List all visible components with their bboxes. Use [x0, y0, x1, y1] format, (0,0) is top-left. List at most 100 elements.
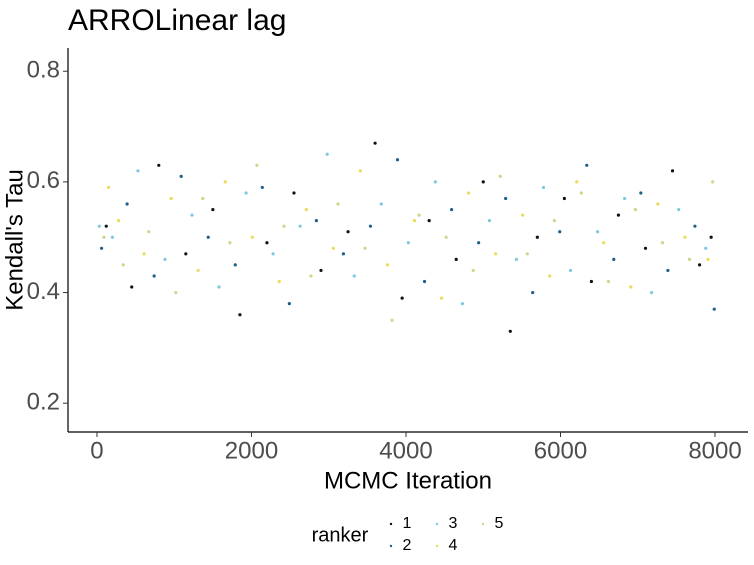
- point: [206, 235, 210, 239]
- point: [395, 158, 400, 162]
- point: [466, 191, 471, 195]
- point: [454, 257, 458, 261]
- point: [531, 290, 535, 295]
- point: [623, 196, 627, 201]
- point: [102, 235, 106, 239]
- legend-marker: [389, 544, 393, 548]
- point: [309, 274, 313, 278]
- point: [471, 268, 475, 273]
- point: [633, 207, 638, 212]
- y-tick-label: 0.8: [27, 57, 60, 84]
- point: [400, 296, 404, 300]
- point: [481, 180, 485, 184]
- point: [125, 202, 129, 206]
- point: [439, 296, 444, 300]
- point: [704, 246, 708, 250]
- point: [706, 257, 710, 261]
- x-tick-label: 4000: [379, 437, 432, 464]
- point: [97, 224, 101, 228]
- point: [612, 257, 616, 261]
- point: [184, 252, 188, 256]
- point: [521, 213, 525, 217]
- legend-title: ranker: [312, 524, 369, 546]
- point: [346, 230, 350, 234]
- point: [373, 141, 377, 145]
- legend-label: 2: [403, 537, 412, 554]
- point: [255, 163, 259, 167]
- point: [562, 196, 566, 201]
- point: [670, 169, 675, 173]
- point: [449, 207, 454, 212]
- point: [228, 241, 232, 245]
- point: [169, 196, 173, 201]
- point: [238, 313, 242, 317]
- point: [368, 224, 373, 228]
- point: [110, 235, 115, 239]
- point: [585, 163, 589, 167]
- point: [422, 279, 427, 284]
- legend-marker: [435, 544, 439, 548]
- point: [363, 246, 367, 250]
- legend-label: 5: [495, 515, 504, 532]
- point: [304, 207, 308, 212]
- point: [117, 219, 121, 223]
- point: [693, 224, 697, 228]
- point: [100, 246, 104, 250]
- point: [157, 163, 161, 167]
- y-tick-label: 0.4: [27, 278, 60, 305]
- point: [711, 180, 715, 184]
- point: [233, 263, 237, 267]
- point: [142, 252, 146, 256]
- point: [412, 219, 417, 223]
- point: [106, 185, 111, 190]
- point: [244, 191, 248, 195]
- point: [336, 202, 340, 206]
- point: [319, 268, 323, 273]
- point: [548, 274, 552, 278]
- point: [558, 230, 562, 234]
- point: [568, 268, 573, 273]
- point: [250, 235, 254, 239]
- point: [390, 318, 394, 322]
- y-tick-label: 0.2: [27, 389, 60, 416]
- point: [223, 180, 227, 184]
- point: [379, 202, 383, 206]
- point: [358, 169, 363, 173]
- x-tick-label: 2000: [225, 437, 278, 464]
- point: [352, 274, 356, 278]
- point: [616, 213, 621, 217]
- legend-label: 1: [403, 515, 412, 532]
- point: [639, 191, 643, 195]
- point: [525, 252, 529, 256]
- point: [712, 307, 716, 311]
- point: [579, 191, 583, 195]
- point: [265, 241, 269, 245]
- point: [341, 252, 346, 256]
- point: [417, 213, 421, 217]
- legend-marker: [481, 522, 485, 526]
- point: [589, 279, 594, 284]
- point: [514, 257, 519, 261]
- legend-marker: [435, 522, 439, 526]
- x-axis-title: MCMC Iteration: [324, 467, 492, 494]
- point: [147, 230, 151, 234]
- point: [136, 169, 140, 173]
- point: [331, 246, 335, 250]
- point: [385, 263, 390, 267]
- point: [687, 257, 692, 261]
- chart-title: ARROLinear lag: [68, 4, 286, 37]
- point: [130, 285, 134, 289]
- point: [508, 329, 512, 333]
- point: [292, 191, 296, 195]
- point: [217, 285, 221, 289]
- point: [190, 213, 194, 217]
- point: [595, 230, 600, 234]
- point: [260, 185, 264, 190]
- point: [606, 279, 610, 284]
- y-axis-title: Kendall's Tau: [1, 169, 28, 311]
- point: [697, 263, 702, 267]
- point: [427, 219, 431, 223]
- point: [211, 207, 215, 212]
